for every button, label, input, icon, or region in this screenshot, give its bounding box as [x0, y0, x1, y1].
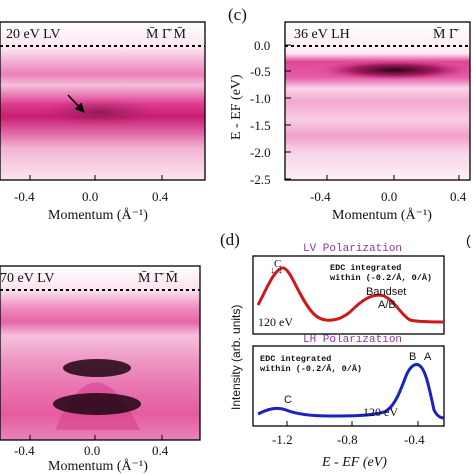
x-axis-label: Momentum (Å⁻¹) — [332, 207, 432, 223]
x-tick: 0.0 — [381, 189, 397, 204]
x-tick: -0.4 — [14, 189, 35, 204]
y-tick: -1.0 — [250, 91, 271, 106]
y-tick: -0.5 — [250, 64, 271, 79]
peak-a-label: A — [424, 351, 432, 363]
lh-title: LH Polarization — [303, 334, 402, 346]
symmetry-points: M̄ Γ̄ M̄ — [146, 26, 187, 42]
lh-plot-frame — [252, 345, 445, 427]
x-tick: 0.4 — [450, 189, 467, 204]
band-lower — [53, 393, 141, 415]
edc-note-line1: EDC integrated — [330, 263, 401, 273]
photon-energy-label: 70 eV LV — [0, 271, 54, 286]
x-tick: -0.8 — [337, 432, 358, 447]
panel-c: (c) 36 eV LH M̄ Γ̄ 0.0 -0.5 -1.0 -1.5 -2… — [228, 5, 474, 223]
bandset-label: Bandset — [366, 286, 406, 298]
symmetry-points: M̄ Γ̄ — [433, 26, 460, 42]
x-axis-label: E - EF (eV) — [321, 455, 387, 470]
x-tick: -0.4 — [404, 432, 425, 447]
arpes-map-c — [285, 22, 470, 180]
y-tick: -1.5 — [250, 118, 271, 133]
frame — [284, 21, 471, 181]
x-tick: 0.0 — [84, 443, 100, 458]
y-axis-label: Intensity (arb. units) — [229, 305, 243, 410]
band-upper — [63, 359, 131, 377]
band-feature — [315, 60, 474, 80]
panel-d: (d) LV Polarization ( C ↓ ↓ EDC integrat… — [220, 230, 471, 470]
frame — [0, 21, 206, 181]
lv-edc-curve — [256, 266, 445, 324]
photon-energy-label: 20 eV LV — [6, 27, 60, 42]
x-axis-label: Momentum (Å⁻¹) — [48, 207, 148, 223]
arrow-pointer — [67, 94, 85, 113]
panel-letter: (c) — [228, 5, 247, 24]
bandset-label-ab: A/B — [378, 299, 396, 311]
symmetry-points: M̄ Γ̄ M̄ — [138, 270, 179, 286]
edc-note-line1-lh: EDC integrated — [260, 354, 331, 364]
panel-letter: (d) — [220, 230, 240, 249]
peak-b-label: B — [409, 351, 416, 363]
edc-note-line2: within (-0.2/Å, 0/Å) — [330, 272, 432, 283]
x-tick: 0.4 — [152, 443, 169, 458]
x-tick: 0.0 — [82, 189, 98, 204]
peak-arrows: ↓ ↓ — [270, 265, 283, 276]
y-tick: -2.0 — [250, 145, 271, 160]
x-tick: -0.4 — [14, 443, 35, 458]
photon-energy-label: 36 eV LH — [294, 27, 350, 42]
x-tick: -0.4 — [310, 189, 331, 204]
panel-bottom-left: 70 eV LV M̄ Γ̄ M̄ -0.4 0.0 0.4 Momentum … — [0, 265, 201, 474]
lh-edc-curve — [257, 362, 445, 420]
y-tick: -2.5 — [250, 172, 271, 187]
x-axis-label: Momentum (Å⁻¹) — [48, 458, 148, 474]
lv-title: LV Polarization — [303, 243, 402, 255]
y-axis-label: E - EF (eV) — [229, 74, 244, 140]
panel-top-left: 20 eV LV M̄ Γ̄ M̄ -0.4 0.0 0.4 Momentum … — [0, 21, 206, 223]
lv-energy-label: 120 eV — [258, 315, 293, 329]
band-feature — [40, 98, 160, 126]
y-tick: 0.0 — [254, 38, 270, 53]
peak-c-label: C — [274, 258, 281, 270]
lh-energy-label: 120 eV — [363, 405, 398, 419]
peak-c-label-lh: C — [284, 394, 292, 406]
frame — [0, 265, 201, 441]
x-tick: 0.4 — [152, 189, 169, 204]
edc-note-line2-lh: within (-0.2/Å, 0/Å) — [260, 363, 362, 374]
panel-letter-partial: ( — [466, 232, 471, 248]
x-tick: -1.2 — [272, 432, 293, 447]
